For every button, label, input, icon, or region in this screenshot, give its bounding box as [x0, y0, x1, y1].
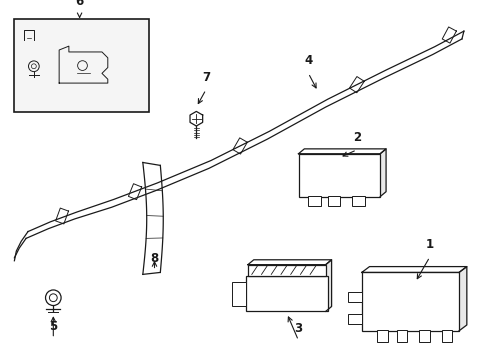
- Bar: [351, 195, 364, 206]
- Polygon shape: [380, 149, 386, 197]
- Text: 1: 1: [425, 238, 433, 251]
- Bar: [347, 292, 361, 302]
- Bar: [361, 273, 458, 331]
- Bar: [307, 195, 320, 206]
- Polygon shape: [247, 260, 331, 265]
- Text: 3: 3: [294, 322, 302, 335]
- Bar: [441, 330, 451, 342]
- Bar: [418, 330, 429, 342]
- Polygon shape: [361, 267, 466, 273]
- Bar: [245, 276, 327, 311]
- Bar: [247, 265, 325, 276]
- Bar: [298, 154, 380, 197]
- Text: 8: 8: [150, 252, 158, 265]
- Text: 4: 4: [304, 54, 312, 67]
- Text: 2: 2: [352, 131, 360, 144]
- Bar: [396, 330, 407, 342]
- Polygon shape: [458, 267, 466, 331]
- Bar: [232, 282, 245, 306]
- Text: 6: 6: [75, 0, 83, 8]
- Polygon shape: [298, 149, 386, 154]
- Bar: [347, 314, 361, 324]
- Bar: [377, 330, 387, 342]
- Text: 5: 5: [49, 320, 57, 333]
- Text: 7: 7: [202, 71, 210, 84]
- Bar: [14, 19, 148, 112]
- Bar: [327, 195, 340, 206]
- Polygon shape: [325, 260, 331, 311]
